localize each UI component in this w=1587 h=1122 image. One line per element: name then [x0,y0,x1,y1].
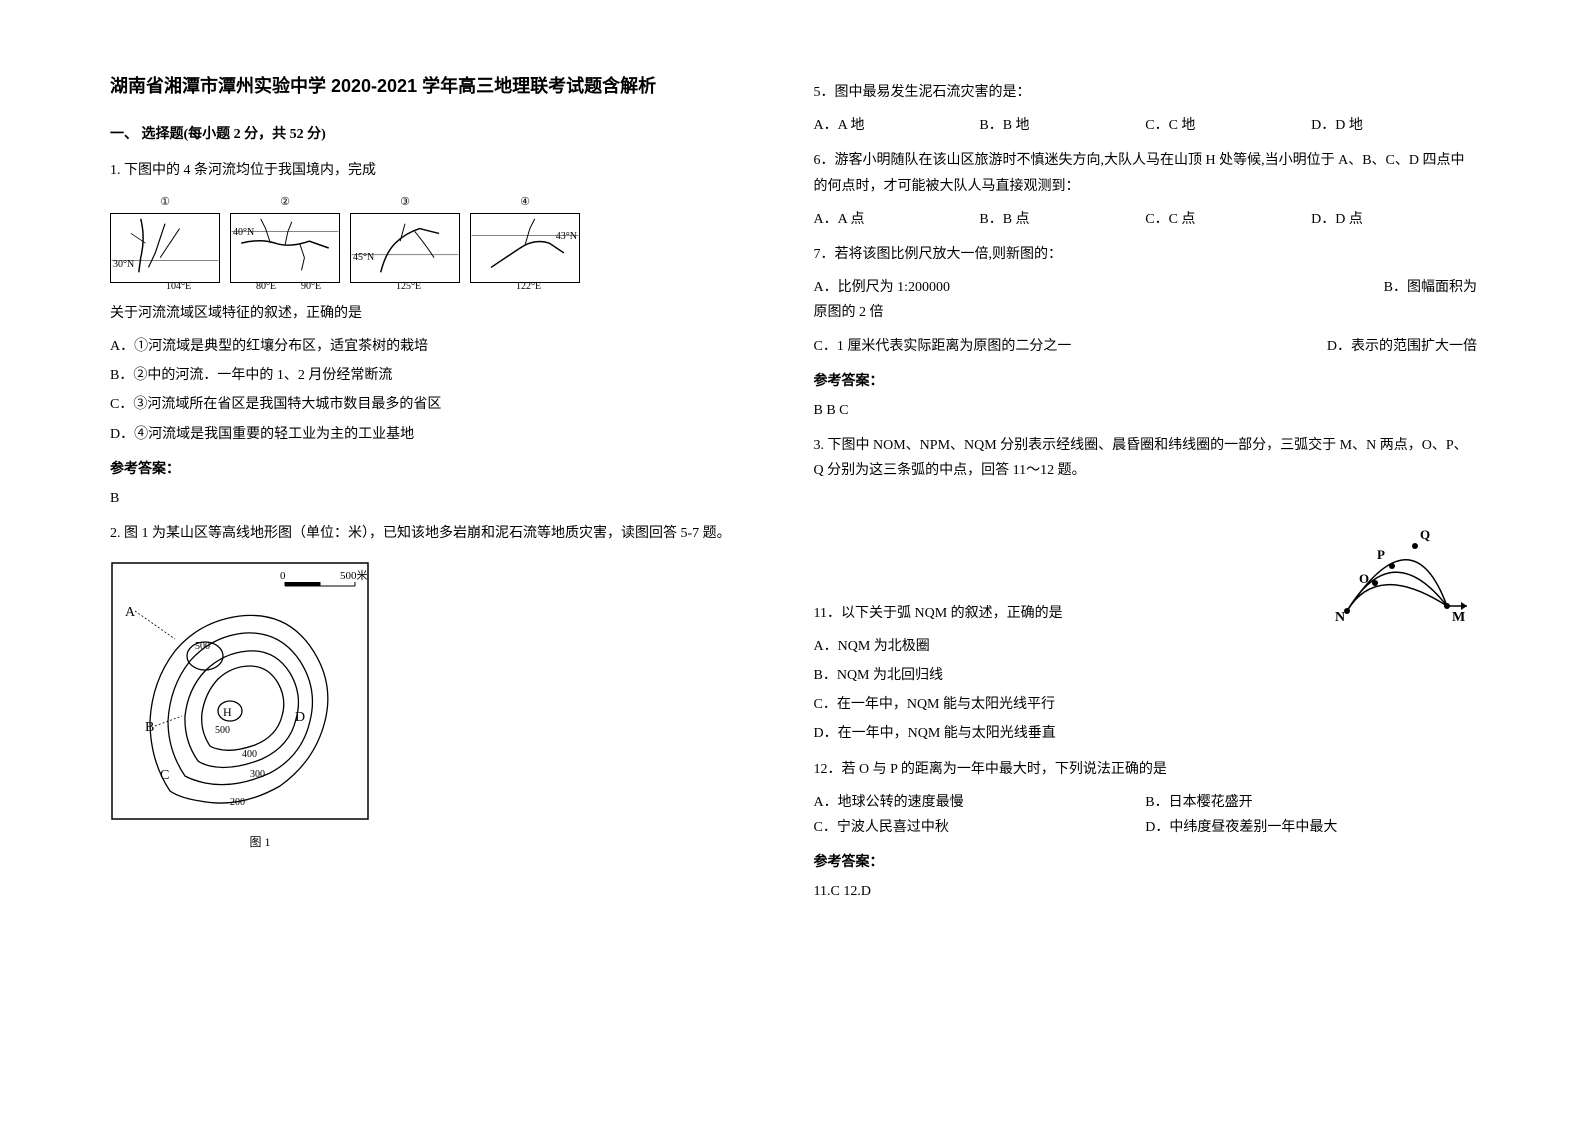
svg-text:400: 400 [242,749,257,760]
svg-text:H: H [223,705,232,719]
q6-opt-d: D．D 点 [1311,207,1477,232]
q1-opt-a: A．①河流域是典型的红壤分布区，适宜茶树的栽培 [110,334,774,359]
svg-text:B: B [145,720,154,735]
q7-opt-c: C．1 厘米代表实际距离为原图的二分之一 [814,334,1072,359]
svg-text:C: C [160,768,169,783]
q7-opt-b-suffix: 原图的 2 倍 [814,300,1478,325]
q7-opt-a: A．比例尺为 1:200000 [814,275,951,300]
left-column: 湖南省湘潭市潭州实验中学 2020-2021 学年高三地理联考试题含解析 一、 … [90,70,794,1052]
question-2: 2. 图 1 为某山区等高线地形图（单位：米），已知该地多岩崩和泥石流等地质灾害… [110,521,774,854]
q5-text: 5．图中最易发生泥石流灾害的是： [814,80,1478,105]
right-column: 5．图中最易发生泥石流灾害的是： A．A 地 B．B 地 C．C 地 D．D 地… [794,70,1498,1052]
q7-answer: B B C [814,398,1478,423]
section-header: 一、 选择题(每小题 2 分，共 52 分) [110,122,774,147]
question-7: 7．若将该图比例尺放大一倍,则新图的： A．比例尺为 1:200000 B．图幅… [814,242,1478,423]
q12-opt-a: A．地球公转的速度最慢 [814,790,1146,815]
q5-opt-b: B．B 地 [979,113,1145,138]
q1-answer-label: 参考答案： [110,457,774,482]
svg-text:P: P [1377,547,1385,562]
q1-opt-b: B．②中的河流．一年中的 1、2 月份经常断流 [110,363,774,388]
q1-subtext: 关于河流流域区域特征的叙述，正确的是 [110,301,774,326]
q7-opt-b-prefix: B．图幅面积为 [1384,275,1477,300]
q6-opt-b: B．B 点 [979,207,1145,232]
q11-opt-b: B．NQM 为北回归线 [814,663,1478,688]
contour-caption: 图 1 [110,832,410,854]
q11-opt-c: C．在一年中，NQM 能与太阳光线平行 [814,692,1478,717]
svg-text:N: N [1335,610,1345,625]
q12-answer: 11.C 12.D [814,879,1478,904]
svg-text:Q: Q [1420,527,1430,542]
q3-text: 3. 下图中 NOM、NPM、NQM 分别表示经线圈、晨昏圈和纬线圈的一部分，三… [814,433,1478,483]
q6-opt-a: A．A 点 [814,207,980,232]
q7-opt-d: D．表示的范围扩大一倍 [1327,334,1477,359]
svg-text:O: O [1359,571,1369,586]
arc-diagram: N M O P Q [1317,501,1477,640]
svg-text:500: 500 [215,725,230,736]
q12-text: 12．若 O 与 P 的距离为一年中最大时，下列说法正确的是 [814,757,1478,782]
q5-opt-d: D．D 地 [1311,113,1477,138]
q6-text: 6．游客小明随队在该山区旅游时不慎迷失方向,大队人马在山顶 H 处等候,当小明位… [814,148,1478,198]
question-6: 6．游客小明随队在该山区旅游时不慎迷失方向,大队人马在山顶 H 处等候,当小明位… [814,148,1478,232]
question-12: 12．若 O 与 P 的距离为一年中最大时，下列说法正确的是 A．地球公转的速度… [814,757,1478,905]
svg-text:500: 500 [195,641,210,652]
q12-opt-d: D．中纬度昼夜差别一年中最大 [1145,815,1477,840]
q7-text: 7．若将该图比例尺放大一倍,则新图的： [814,242,1478,267]
q1-opt-c: C．③河流域所在省区是我国特大城市数目最多的省区 [110,392,774,417]
question-5: 5．图中最易发生泥石流灾害的是： A．A 地 B．B 地 C．C 地 D．D 地 [814,80,1478,138]
river-maps: ① 30°N 104°E ② [110,193,774,273]
map-1: ① 30°N 104°E [110,193,220,273]
svg-text:D: D [295,710,305,725]
q5-opt-c: C．C 地 [1145,113,1311,138]
page-title: 湖南省湘潭市潭州实验中学 2020-2021 学年高三地理联考试题含解析 [110,70,774,102]
q6-opt-c: C．C 点 [1145,207,1311,232]
q12-opt-b: B．日本樱花盛开 [1145,790,1477,815]
map-3: ③ 45°N 125°E [350,193,460,273]
contour-svg: A B C D H 500 500 400 300 200 [110,561,370,821]
q5-opt-a: A．A 地 [814,113,980,138]
contour-map: 0 500米 A B C D H 500 500 [110,561,410,854]
q1-opt-d: D．④河流域是我国重要的轻工业为主的工业基地 [110,422,774,447]
question-1: 1. 下图中的 4 条河流均位于我国境内，完成 ① 30°N 104°E [110,158,774,512]
q12-opt-c: C．宁波人民喜过中秋 [814,815,1146,840]
svg-text:A: A [125,605,136,620]
scale-bar: 0 500米 [280,571,380,599]
q12-answer-label: 参考答案： [814,850,1478,875]
map-4: ④ 43°N 122°E [470,193,580,273]
map-2: ② 40°N 80°E 90°E [230,193,340,273]
svg-text:300: 300 [250,769,265,780]
q2-text: 2. 图 1 为某山区等高线地形图（单位：米），已知该地多岩崩和泥石流等地质灾害… [110,521,774,546]
svg-text:200: 200 [230,797,245,808]
q1-answer: B [110,486,774,511]
q11-opt-d: D．在一年中，NQM 能与太阳光线垂直 [814,721,1478,746]
q7-answer-label: 参考答案： [814,369,1478,394]
q1-text: 1. 下图中的 4 条河流均位于我国境内，完成 [110,158,774,183]
svg-text:M: M [1452,610,1465,625]
